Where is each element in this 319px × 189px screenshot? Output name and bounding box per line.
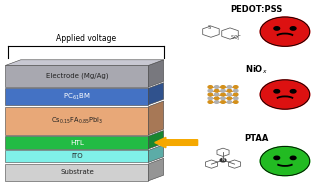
Text: PC$_{61}$BM: PC$_{61}$BM <box>63 91 91 102</box>
Text: Substrate: Substrate <box>60 169 94 175</box>
Bar <box>5 136 148 149</box>
Circle shape <box>290 90 296 93</box>
Circle shape <box>208 89 212 92</box>
Bar <box>5 150 148 162</box>
Bar <box>5 65 148 87</box>
Circle shape <box>260 80 310 109</box>
Polygon shape <box>148 131 164 149</box>
Circle shape <box>208 97 212 100</box>
Bar <box>5 107 148 135</box>
Circle shape <box>214 101 219 103</box>
Circle shape <box>214 93 219 96</box>
Text: Cs$_{0.15}$FA$_{0.85}$PbI$_3$: Cs$_{0.15}$FA$_{0.85}$PbI$_3$ <box>51 116 103 126</box>
Circle shape <box>208 101 212 103</box>
Circle shape <box>220 158 226 162</box>
Polygon shape <box>148 145 164 162</box>
Circle shape <box>214 89 219 92</box>
Text: S: S <box>207 25 210 30</box>
Polygon shape <box>148 158 164 181</box>
Circle shape <box>260 17 310 46</box>
Circle shape <box>234 89 238 92</box>
Circle shape <box>234 86 238 88</box>
Circle shape <box>290 156 296 160</box>
Circle shape <box>227 97 232 100</box>
Text: PEDOT:PSS: PEDOT:PSS <box>230 5 283 14</box>
Circle shape <box>274 27 280 30</box>
Circle shape <box>234 93 238 96</box>
Circle shape <box>260 146 310 176</box>
Circle shape <box>221 89 225 92</box>
Circle shape <box>214 86 219 88</box>
Polygon shape <box>148 60 164 87</box>
Circle shape <box>221 97 225 100</box>
Circle shape <box>208 86 212 88</box>
Polygon shape <box>148 83 164 105</box>
Circle shape <box>274 90 280 93</box>
Text: PTAA: PTAA <box>244 134 269 143</box>
Text: N: N <box>221 158 225 162</box>
Polygon shape <box>5 60 164 65</box>
Circle shape <box>290 27 296 30</box>
Text: Electrode (Mg/Ag): Electrode (Mg/Ag) <box>46 73 108 79</box>
FancyArrow shape <box>155 137 197 148</box>
Circle shape <box>227 86 232 88</box>
Circle shape <box>234 97 238 100</box>
Bar <box>5 164 148 181</box>
Bar <box>5 88 148 105</box>
Circle shape <box>227 93 232 96</box>
Circle shape <box>227 89 232 92</box>
Circle shape <box>214 97 219 100</box>
Text: ITO: ITO <box>71 153 83 159</box>
Polygon shape <box>148 101 164 135</box>
Circle shape <box>274 156 280 160</box>
Circle shape <box>221 101 225 103</box>
Text: NiO$_x$: NiO$_x$ <box>245 64 268 77</box>
Text: Applied voltage: Applied voltage <box>56 34 116 43</box>
Text: HTL: HTL <box>70 139 84 146</box>
Circle shape <box>208 93 212 96</box>
Circle shape <box>221 86 225 88</box>
Circle shape <box>221 93 225 96</box>
Circle shape <box>227 101 232 103</box>
Text: SO$_3^-$: SO$_3^-$ <box>230 33 242 43</box>
Circle shape <box>234 101 238 103</box>
